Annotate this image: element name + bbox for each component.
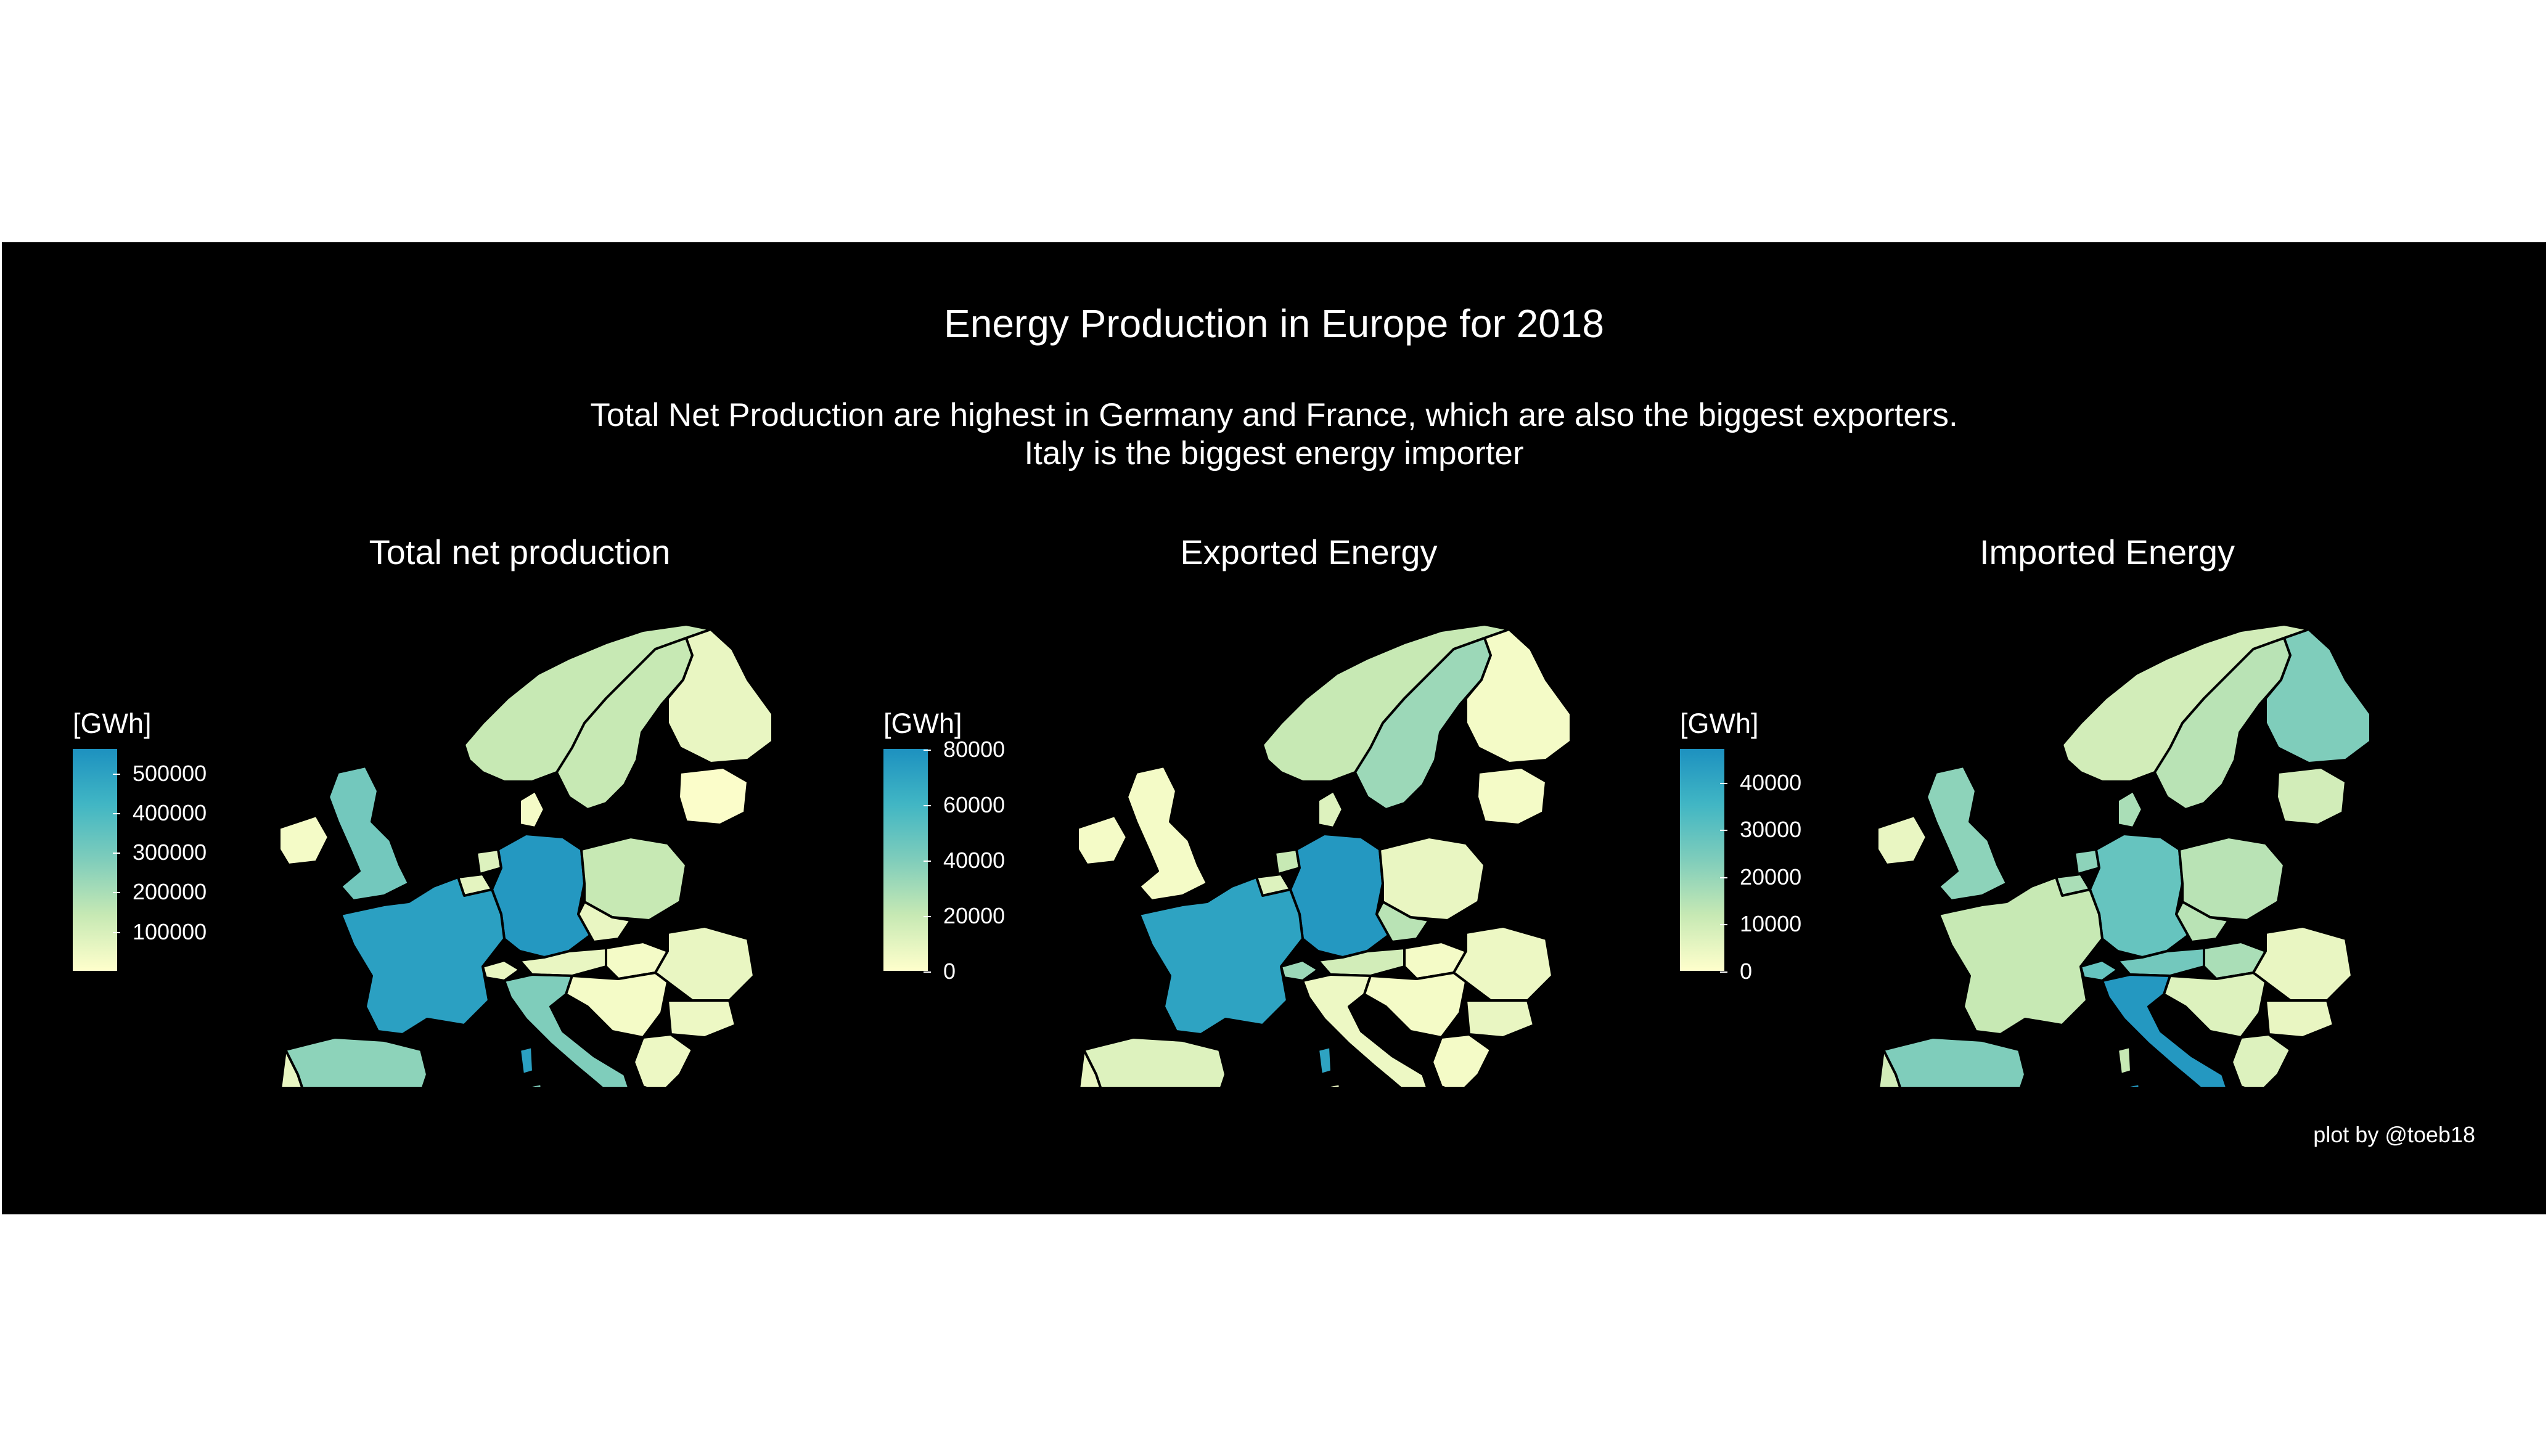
country-sweden [555,637,694,811]
legend-tick-label: 100000 [112,918,207,944]
country-romania [2252,925,2353,1002]
country-finland [666,628,774,764]
map-title-imported-energy: Imported Energy [1980,533,2235,571]
country-corsica [2116,1045,2132,1076]
map-title-exported-energy: Exported Energy [1180,533,1438,571]
country-corsica [518,1045,535,1076]
legend-tick-label: 60000 [923,792,1006,817]
country-denmark [518,790,546,829]
country-denmark [1317,790,1344,829]
country-czechia [1375,901,1430,943]
country-denmark [2116,790,2144,829]
country-poland [2178,836,2285,922]
country-greece [633,1033,694,1087]
country-sweden [1354,637,1492,811]
country-baltics [2276,766,2347,826]
country-balkans [565,971,669,1039]
country-poland [1378,836,1486,922]
country-switzerland [2079,959,2119,982]
legend-tick-label: 30000 [1719,817,1802,843]
country-spain [1083,1036,1227,1087]
country-portugal [1877,1049,1901,1087]
country-ireland [1076,814,1128,866]
legend-tick-label: 40000 [923,848,1006,873]
country-finland [2264,628,2372,764]
country-united-kingdom [1126,765,1208,902]
europe-map-imported-energy [1876,623,2372,1087]
legend-colorbar-1 [73,749,117,971]
country-germany [1289,833,1393,959]
country-czechia [2175,901,2230,943]
legend-tick-label: 300000 [112,840,207,865]
legend-tick-label: 80000 [923,737,1006,762]
country-poland [580,836,687,922]
country-bulgaria [1465,999,1535,1039]
country-greece [1431,1033,1492,1087]
country-portugal [1078,1049,1102,1087]
country-sardinia [525,1082,543,1087]
country-bulgaria [2264,999,2335,1039]
country-sardinia [2123,1082,2141,1087]
country-balkans [2163,971,2267,1039]
country-ireland [278,814,330,866]
country-spain [1882,1036,2026,1087]
legend-tick-label: 200000 [112,879,207,905]
country-baltics [1476,766,1547,826]
legend-tick-label: 0 [923,959,956,984]
country-finland [1465,628,1572,764]
country-united-kingdom [1925,765,2008,902]
legend-title-3: [GWh] [1680,708,1759,739]
country-czechia [577,901,632,943]
legend-title-2: [GWh] [883,708,962,739]
country-ireland [1876,814,1928,866]
plot-caption: plot by @toeb18 [2313,1122,2475,1147]
map-title-total-net-production: Total net production [369,533,671,571]
chart-subtitle: Total Net Production are highest in Germ… [2,396,2546,473]
country-spain [284,1036,428,1087]
legend-tick-label: 20000 [1719,864,1802,890]
subtitle-line-1: Total Net Production are highest in Germ… [590,397,1958,433]
country-sweden [2153,637,2292,811]
country-germany [2089,833,2193,959]
legend-colorbar-3 [1680,749,1724,971]
legend-tick-label: 20000 [923,903,1006,928]
country-romania [1452,925,1554,1002]
country-switzerland [1280,959,1319,982]
country-germany [491,833,595,959]
country-sardinia [1323,1082,1342,1087]
country-france [1938,876,2104,1036]
legend-colorbar-2 [883,749,928,971]
subtitle-line-2: Italy is the biggest energy importer [1024,435,1524,472]
europe-map-total-net-production [278,623,774,1087]
legend-tick-label: 0 [1719,959,1753,984]
country-united-kingdom [327,765,410,902]
country-switzerland [481,959,521,982]
legend-tick-label: 10000 [1719,911,1802,937]
legend-title-1: [GWh] [73,708,152,739]
chart-panel: Energy Production in Europe for 2018 Tot… [2,242,2546,1214]
country-france [340,876,506,1036]
legend-tick-label: 400000 [112,800,207,825]
country-portugal [279,1049,303,1087]
country-balkans [1363,971,1467,1039]
country-bulgaria [666,999,737,1039]
country-baltics [678,766,749,826]
country-greece [2231,1033,2292,1087]
europe-map-exported-energy [1076,623,1572,1087]
country-corsica [1317,1045,1333,1076]
legend-tick-label: 40000 [1719,769,1802,795]
legend-tick-label: 500000 [112,760,207,786]
country-romania [654,925,755,1002]
chart-title: Energy Production in Europe for 2018 [944,301,1604,346]
country-france [1138,876,1304,1036]
